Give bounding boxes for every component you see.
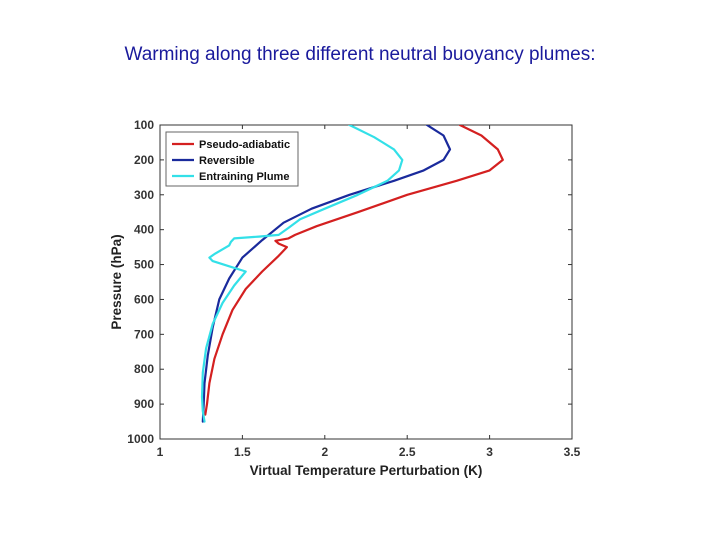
legend-label-2: Entraining Plume [199,171,289,183]
legend-label-0: Pseudo-adiabatic [199,139,290,151]
y-tick-label: 300 [134,188,154,202]
x-tick-label: 1 [157,445,164,459]
y-tick-label: 1000 [127,432,154,446]
legend-label-1: Reversible [199,155,255,167]
y-tick-label: 800 [134,362,154,376]
x-tick-label: 2.5 [399,445,416,459]
x-axis: 1 1.5 2 2.5 3 3.5 [157,125,581,459]
series-line-1 [201,125,452,423]
legend: Pseudo-adiabatic Reversible Entraining Plu… [165,131,299,187]
page-title: Warming along three different neutral bu… [124,44,596,65]
series-layer [200,125,504,423]
y-tick-label: 100 [134,118,154,132]
x-axis-label: Virtual Temperature Perturbation (K) [250,463,483,478]
x-tick-label: 3.5 [564,445,581,459]
series-line-2 [200,125,404,423]
y-tick-label: 900 [134,397,154,411]
y-axis: 100 200 300 400 500 600 700 800 900 1000 [127,118,572,446]
x-tick-label: 2 [321,445,328,459]
y-tick-label: 200 [134,153,154,167]
x-tick-label: 3 [486,445,493,459]
y-tick-label: 500 [134,258,154,272]
y-axis-label: Pressure (hPa) [109,234,124,329]
x-tick-label: 1.5 [234,445,251,459]
y-tick-label: 700 [134,327,154,341]
y-tick-label: 600 [134,292,154,306]
y-tick-label: 400 [134,223,154,237]
series-line-0 [204,125,504,416]
